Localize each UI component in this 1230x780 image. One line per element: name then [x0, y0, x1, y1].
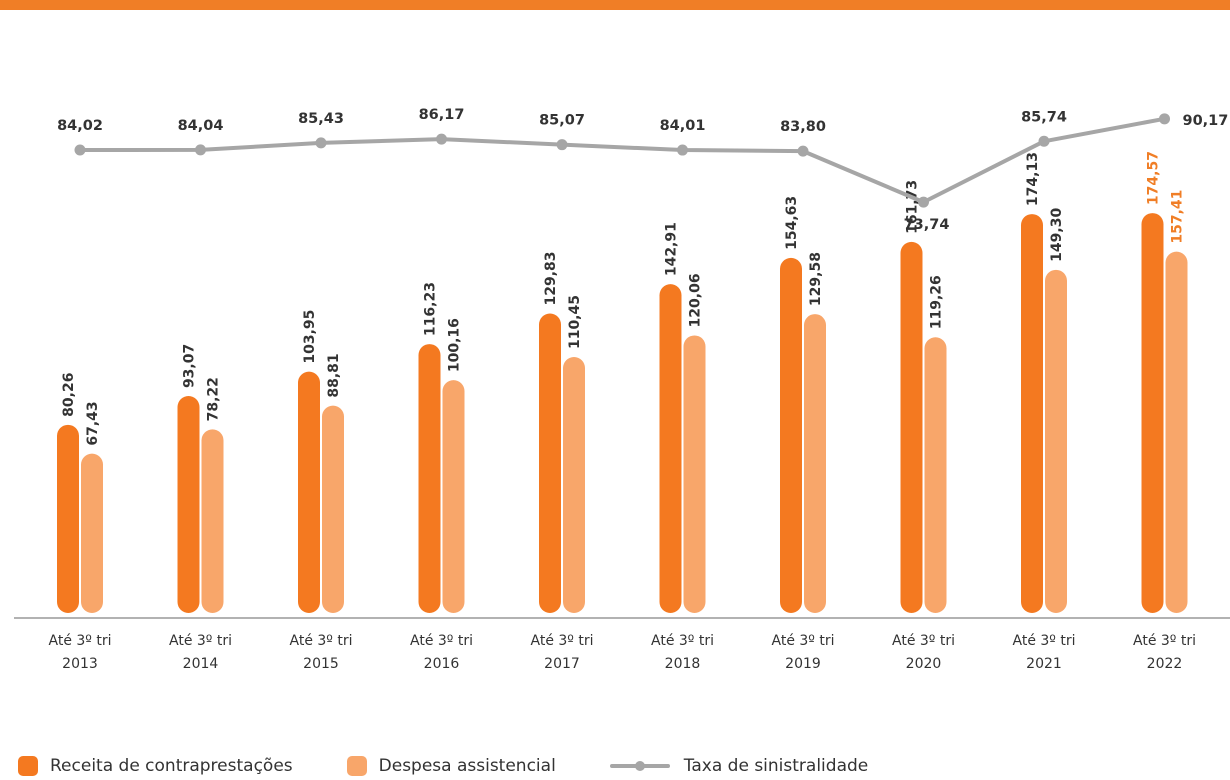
- x-tick-label: Até 3º tri: [169, 633, 232, 649]
- rate-label: 84,04: [178, 118, 224, 134]
- rate-label: 84,01: [660, 118, 706, 134]
- bar-receita: [901, 242, 923, 613]
- bar-despesa: [1166, 252, 1188, 613]
- x-tick-label: Até 3º tri: [651, 633, 714, 649]
- legend-item-despesa: Despesa assistencial: [347, 756, 556, 776]
- rate-label: 83,80: [780, 119, 826, 135]
- bar-label-receita: 116,23: [423, 282, 439, 336]
- rate-label: 85,07: [539, 113, 585, 129]
- bar-despesa: [443, 380, 465, 613]
- rate-label: 84,02: [57, 118, 103, 134]
- rate-point: [557, 139, 568, 150]
- rate-label: 85,43: [298, 111, 344, 127]
- rate-point: [316, 137, 327, 148]
- bar-label-despesa: 119,26: [929, 275, 945, 329]
- x-tick-label: 2015: [303, 656, 339, 672]
- bar-despesa: [684, 335, 706, 613]
- rate-point: [798, 146, 809, 157]
- bar-label-receita: 174,13: [1025, 152, 1041, 206]
- rate-point: [1159, 113, 1170, 124]
- bar-receita: [57, 425, 79, 613]
- bar-label-despesa: 110,45: [567, 295, 583, 349]
- bar-label-despesa: 157,41: [1170, 190, 1186, 244]
- bar-label-receita: 103,95: [302, 310, 318, 364]
- bar-receita: [1021, 214, 1043, 613]
- x-tick-label: 2019: [785, 656, 821, 672]
- rate-label: 90,17: [1183, 113, 1229, 129]
- bar-receita: [178, 396, 200, 613]
- x-tick-label: Até 3º tri: [1133, 633, 1196, 649]
- x-tick-label: 2022: [1147, 656, 1183, 672]
- x-tick-label: Até 3º tri: [49, 633, 112, 649]
- bar-label-despesa: 67,43: [85, 401, 101, 445]
- bar-label-despesa: 129,58: [808, 252, 824, 306]
- legend: Receita de contraprestações Despesa assi…: [18, 752, 922, 780]
- x-tick-label: 2017: [544, 656, 580, 672]
- x-tick-label: 2013: [62, 656, 98, 672]
- x-axis-ticks: Até 3º tri 2013 Até 3º tri 2014 Até 3º tri 20…: [49, 633, 1196, 672]
- bar-receita: [1142, 213, 1164, 613]
- bar-receita: [298, 372, 320, 613]
- legend-label-taxa: Taxa de sinistralidade: [684, 756, 868, 776]
- x-tick-label: Até 3º tri: [531, 633, 594, 649]
- legend-label-receita: Receita de contraprestações: [50, 756, 293, 776]
- legend-item-receita: Receita de contraprestações: [18, 756, 293, 776]
- chart: 80,26 67,43 93,07 78,22 103,95 88,81 116,23 100…: [0, 0, 1230, 745]
- bar-layer: 80,26 67,43 93,07 78,22 103,95 88,81 116,23 100…: [57, 151, 1188, 613]
- bar-label-despesa: 100,16: [447, 318, 463, 372]
- rate-point: [436, 134, 447, 145]
- bar-despesa: [563, 357, 585, 613]
- bar-label-receita: 142,91: [664, 222, 680, 276]
- x-tick-label: 2020: [906, 656, 942, 672]
- legend-swatch-receita: [18, 756, 38, 776]
- x-tick-label: Até 3º tri: [1013, 633, 1076, 649]
- x-tick-label: 2016: [424, 656, 460, 672]
- rate-point: [75, 145, 86, 156]
- bar-despesa: [804, 314, 826, 613]
- rate-label: 73,74: [904, 217, 950, 233]
- bar-receita: [539, 314, 561, 613]
- legend-label-despesa: Despesa assistencial: [379, 756, 556, 776]
- bar-receita: [780, 258, 802, 613]
- bar-despesa: [322, 406, 344, 613]
- rate-point: [918, 197, 929, 208]
- bar-receita: [660, 284, 682, 613]
- x-tick-label: 2018: [665, 656, 701, 672]
- rate-line: [80, 119, 1165, 202]
- rate-label: 86,17: [419, 107, 465, 123]
- x-tick-label: Até 3º tri: [410, 633, 473, 649]
- bar-label-receita: 80,26: [61, 373, 77, 417]
- rate-point: [1039, 136, 1050, 147]
- bar-label-despesa: 120,06: [688, 273, 704, 327]
- bar-label-receita: 129,83: [543, 252, 559, 306]
- rate-point: [677, 145, 688, 156]
- rate-label: 85,74: [1021, 109, 1067, 125]
- bar-label-despesa: 88,81: [326, 353, 342, 397]
- x-tick-label: Até 3º tri: [290, 633, 353, 649]
- legend-item-taxa: Taxa de sinistralidade: [610, 756, 868, 776]
- x-tick-label: Até 3º tri: [892, 633, 955, 649]
- legend-swatch-despesa: [347, 756, 367, 776]
- rate-point: [195, 144, 206, 155]
- x-tick-label: 2021: [1026, 656, 1062, 672]
- bar-label-despesa: 78,22: [206, 377, 222, 421]
- x-tick-label: Até 3º tri: [772, 633, 835, 649]
- bar-label-receita: 174,57: [1146, 151, 1162, 205]
- x-tick-label: 2014: [183, 656, 219, 672]
- bar-label-receita: 154,63: [784, 196, 800, 250]
- legend-swatch-taxa: [610, 764, 670, 768]
- bar-label-receita: 93,07: [182, 344, 198, 388]
- bar-despesa: [1045, 270, 1067, 613]
- bar-receita: [419, 344, 441, 613]
- bar-despesa: [925, 337, 947, 613]
- bar-despesa: [202, 429, 224, 613]
- bar-despesa: [81, 454, 103, 613]
- bar-label-despesa: 149,30: [1049, 208, 1065, 262]
